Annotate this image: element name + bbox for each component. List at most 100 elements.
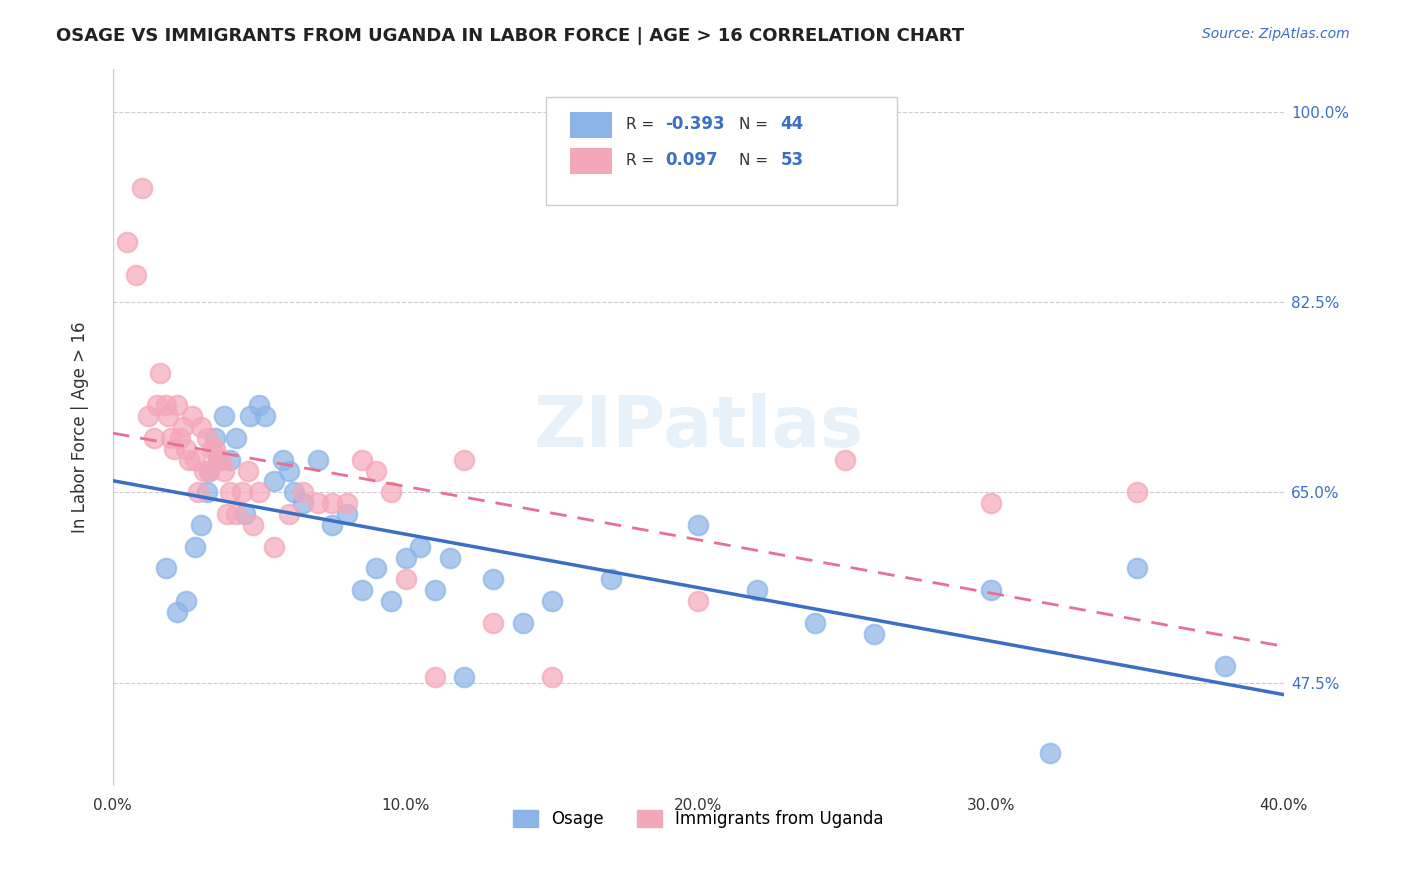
Point bbox=[541, 670, 564, 684]
Point bbox=[236, 464, 259, 478]
Point bbox=[157, 409, 180, 424]
Point bbox=[599, 572, 621, 586]
Point bbox=[804, 615, 827, 630]
Point bbox=[307, 496, 329, 510]
Point bbox=[380, 594, 402, 608]
Point bbox=[184, 452, 207, 467]
Point bbox=[177, 452, 200, 467]
Point bbox=[688, 594, 710, 608]
Point bbox=[142, 431, 165, 445]
Point bbox=[219, 452, 242, 467]
Point bbox=[263, 540, 285, 554]
Point bbox=[190, 420, 212, 434]
Point bbox=[201, 442, 224, 456]
Point bbox=[219, 485, 242, 500]
Point bbox=[160, 431, 183, 445]
Point bbox=[1213, 659, 1236, 673]
Point bbox=[231, 485, 253, 500]
Point bbox=[198, 464, 221, 478]
Point bbox=[439, 550, 461, 565]
Point bbox=[277, 464, 299, 478]
Text: -0.393: -0.393 bbox=[665, 115, 725, 134]
Point bbox=[394, 572, 416, 586]
Point bbox=[247, 399, 270, 413]
Point bbox=[207, 452, 229, 467]
Point bbox=[212, 409, 235, 424]
Point bbox=[195, 485, 218, 500]
Point bbox=[233, 507, 256, 521]
Point bbox=[207, 452, 229, 467]
Point bbox=[174, 594, 197, 608]
Text: 53: 53 bbox=[780, 152, 803, 169]
Point bbox=[366, 561, 388, 575]
FancyBboxPatch shape bbox=[569, 112, 612, 138]
Point bbox=[380, 485, 402, 500]
Point bbox=[745, 583, 768, 598]
Point bbox=[423, 670, 446, 684]
Point bbox=[254, 409, 277, 424]
Point bbox=[247, 485, 270, 500]
Point bbox=[131, 181, 153, 195]
Text: Source: ZipAtlas.com: Source: ZipAtlas.com bbox=[1202, 27, 1350, 41]
Point bbox=[263, 475, 285, 489]
Point bbox=[136, 409, 159, 424]
Point bbox=[125, 268, 148, 282]
Point bbox=[145, 399, 167, 413]
Point bbox=[980, 496, 1002, 510]
Text: 44: 44 bbox=[780, 115, 804, 134]
Point bbox=[541, 594, 564, 608]
Text: R =: R = bbox=[626, 117, 659, 132]
Point bbox=[1126, 485, 1149, 500]
Point bbox=[292, 485, 315, 500]
Point bbox=[155, 561, 177, 575]
Point bbox=[166, 605, 188, 619]
Point bbox=[242, 518, 264, 533]
Point bbox=[187, 485, 209, 500]
Y-axis label: In Labor Force | Age > 16: In Labor Force | Age > 16 bbox=[72, 321, 89, 533]
Point bbox=[166, 399, 188, 413]
Point bbox=[366, 464, 388, 478]
Point bbox=[394, 550, 416, 565]
Point bbox=[512, 615, 534, 630]
Point bbox=[204, 431, 226, 445]
Point bbox=[336, 496, 359, 510]
Point bbox=[980, 583, 1002, 598]
Point bbox=[149, 366, 172, 380]
Point bbox=[423, 583, 446, 598]
Point bbox=[283, 485, 305, 500]
Point bbox=[184, 540, 207, 554]
Point bbox=[212, 464, 235, 478]
Point bbox=[190, 518, 212, 533]
Point bbox=[204, 442, 226, 456]
Point bbox=[863, 626, 886, 640]
Text: N =: N = bbox=[740, 153, 773, 168]
Point bbox=[1039, 746, 1062, 760]
Point bbox=[482, 615, 505, 630]
Point bbox=[482, 572, 505, 586]
FancyBboxPatch shape bbox=[569, 148, 612, 174]
Point bbox=[321, 518, 343, 533]
Text: R =: R = bbox=[626, 153, 659, 168]
Point bbox=[453, 670, 475, 684]
Point bbox=[225, 507, 247, 521]
Point bbox=[174, 442, 197, 456]
Point bbox=[350, 583, 373, 598]
Point bbox=[453, 452, 475, 467]
Point bbox=[180, 409, 202, 424]
Point bbox=[239, 409, 262, 424]
Point bbox=[409, 540, 432, 554]
Legend: Osage, Immigrants from Uganda: Osage, Immigrants from Uganda bbox=[506, 804, 890, 835]
Text: 0.097: 0.097 bbox=[665, 152, 718, 169]
Point bbox=[169, 431, 191, 445]
Point bbox=[195, 431, 218, 445]
Point bbox=[163, 442, 186, 456]
Point bbox=[688, 518, 710, 533]
Point bbox=[215, 507, 238, 521]
Point bbox=[193, 464, 215, 478]
FancyBboxPatch shape bbox=[546, 97, 897, 205]
Point bbox=[277, 507, 299, 521]
Point bbox=[307, 452, 329, 467]
Point bbox=[350, 452, 373, 467]
Point bbox=[1126, 561, 1149, 575]
Point bbox=[225, 431, 247, 445]
